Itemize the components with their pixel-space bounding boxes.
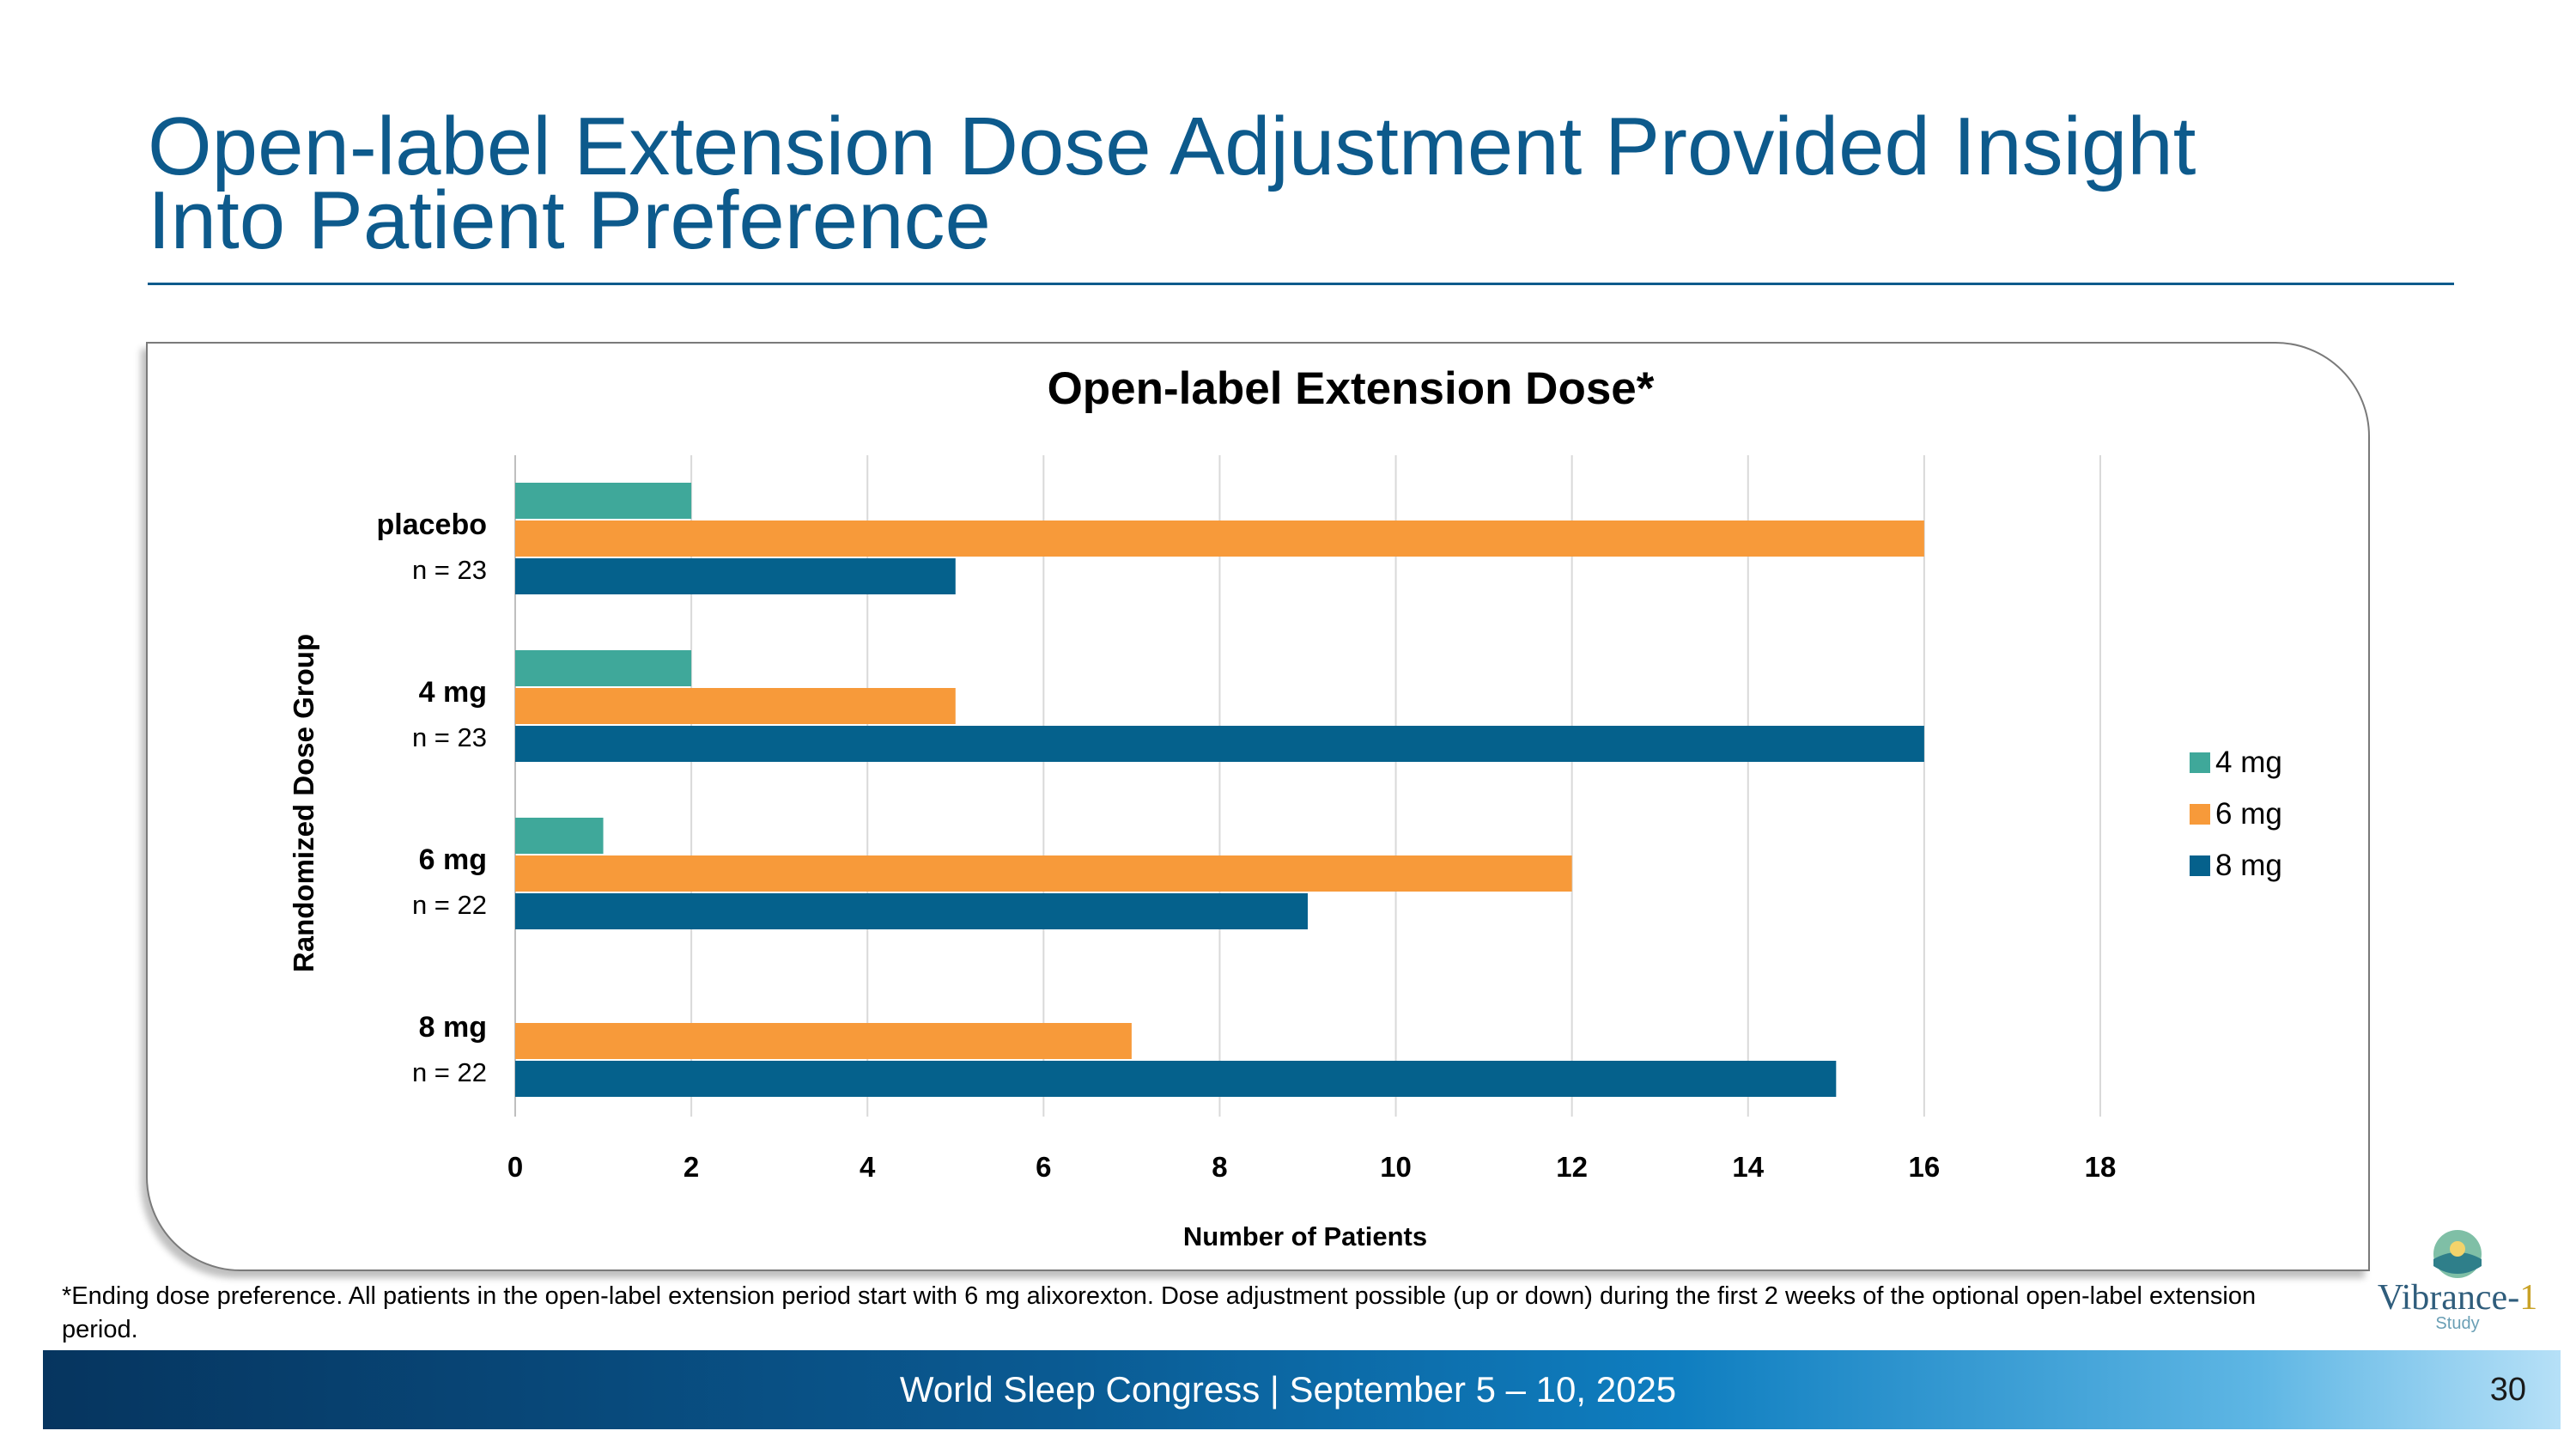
- category-label-4-mg: 4 mg: [419, 676, 487, 709]
- legend-swatch-8-mg: [2190, 855, 2210, 876]
- bar-8-mg-6-mg: [515, 1023, 1132, 1059]
- x-tick-label-12: 12: [1556, 1151, 1588, 1183]
- bars: [515, 483, 1924, 1097]
- page-number: 30: [2489, 1372, 2526, 1408]
- labels: 0 2 4 6 8 10 12 14 16 18 Open-label Extension Dose…: [288, 363, 2282, 1251]
- logo-number: 1: [2519, 1278, 2538, 1318]
- footer-text: World Sleep Congress | September 5 – 10,…: [899, 1369, 1677, 1409]
- footnote: *Ending dose preference. All patients in…: [62, 1282, 2257, 1343]
- category-label-8-mg: 8 mg: [419, 1011, 487, 1044]
- category-label-placebo: placebo: [377, 508, 487, 541]
- logo-wordmark: Vibrance-1: [2363, 1277, 2552, 1318]
- x-axis-label: Number of Patients: [1183, 1221, 1427, 1251]
- x-tick-label-14: 14: [1732, 1151, 1764, 1183]
- sunrise-icon: [2433, 1230, 2482, 1278]
- bar-4-mg-6-mg: [515, 688, 956, 724]
- bar-6-mg-8-mg: [515, 893, 1308, 929]
- chart-title: Open-label Extension Dose*: [1048, 363, 1655, 414]
- legend-swatch-6-mg: [2190, 804, 2210, 825]
- x-tick-label-2: 2: [683, 1151, 699, 1183]
- logo-name: Vibrance-: [2377, 1278, 2520, 1318]
- legend-label-6-mg: 6 mg: [2215, 797, 2282, 831]
- x-tick-label-10: 10: [1380, 1151, 1412, 1183]
- bar-placebo-8-mg: [515, 558, 956, 594]
- bar-6-mg-6-mg: [515, 855, 1572, 892]
- category-n-placebo: n = 23: [412, 555, 487, 585]
- x-tick-label-8: 8: [1212, 1151, 1227, 1183]
- bar-4-mg-8-mg: [515, 726, 1924, 762]
- x-tick-label-4: 4: [860, 1151, 876, 1183]
- x-tick-label-18: 18: [2085, 1151, 2117, 1183]
- category-n-6-mg: n = 22: [412, 890, 487, 920]
- slide-title-line-1: Open-label Extension Dose Adjustment Pro…: [148, 100, 2196, 192]
- legend-swatch-4-mg: [2190, 752, 2210, 773]
- category-n-8-mg: n = 22: [412, 1057, 487, 1087]
- footer-bar: World Sleep Congress | September 5 – 10,…: [43, 1350, 2561, 1429]
- title-underline: [148, 283, 2454, 285]
- slide-title-line-2: Into Patient Preference: [148, 174, 991, 266]
- legend-label-4-mg: 4 mg: [2215, 746, 2282, 779]
- vibrance-logo: Vibrance-1 Study: [2363, 1228, 2552, 1336]
- bar-4-mg-4-mg: [515, 650, 692, 686]
- category-label-6-mg: 6 mg: [419, 843, 487, 876]
- bar-8-mg-8-mg: [515, 1061, 1837, 1097]
- x-tick-label-16: 16: [1909, 1151, 1941, 1183]
- x-tick-label-6: 6: [1036, 1151, 1051, 1183]
- bar-placebo-4-mg: [515, 483, 692, 519]
- category-n-4-mg: n = 23: [412, 722, 487, 752]
- slide-title: Open-label Extension Dose Adjustment Pro…: [148, 100, 2466, 266]
- bar-6-mg-4-mg: [515, 818, 604, 854]
- legend-label-8-mg: 8 mg: [2215, 849, 2282, 882]
- logo-subtitle: Study: [2435, 1314, 2480, 1333]
- y-axis-label: Randomized Dose Group: [288, 634, 319, 972]
- x-tick-label-0: 0: [507, 1151, 523, 1183]
- bar-placebo-6-mg: [515, 521, 1924, 557]
